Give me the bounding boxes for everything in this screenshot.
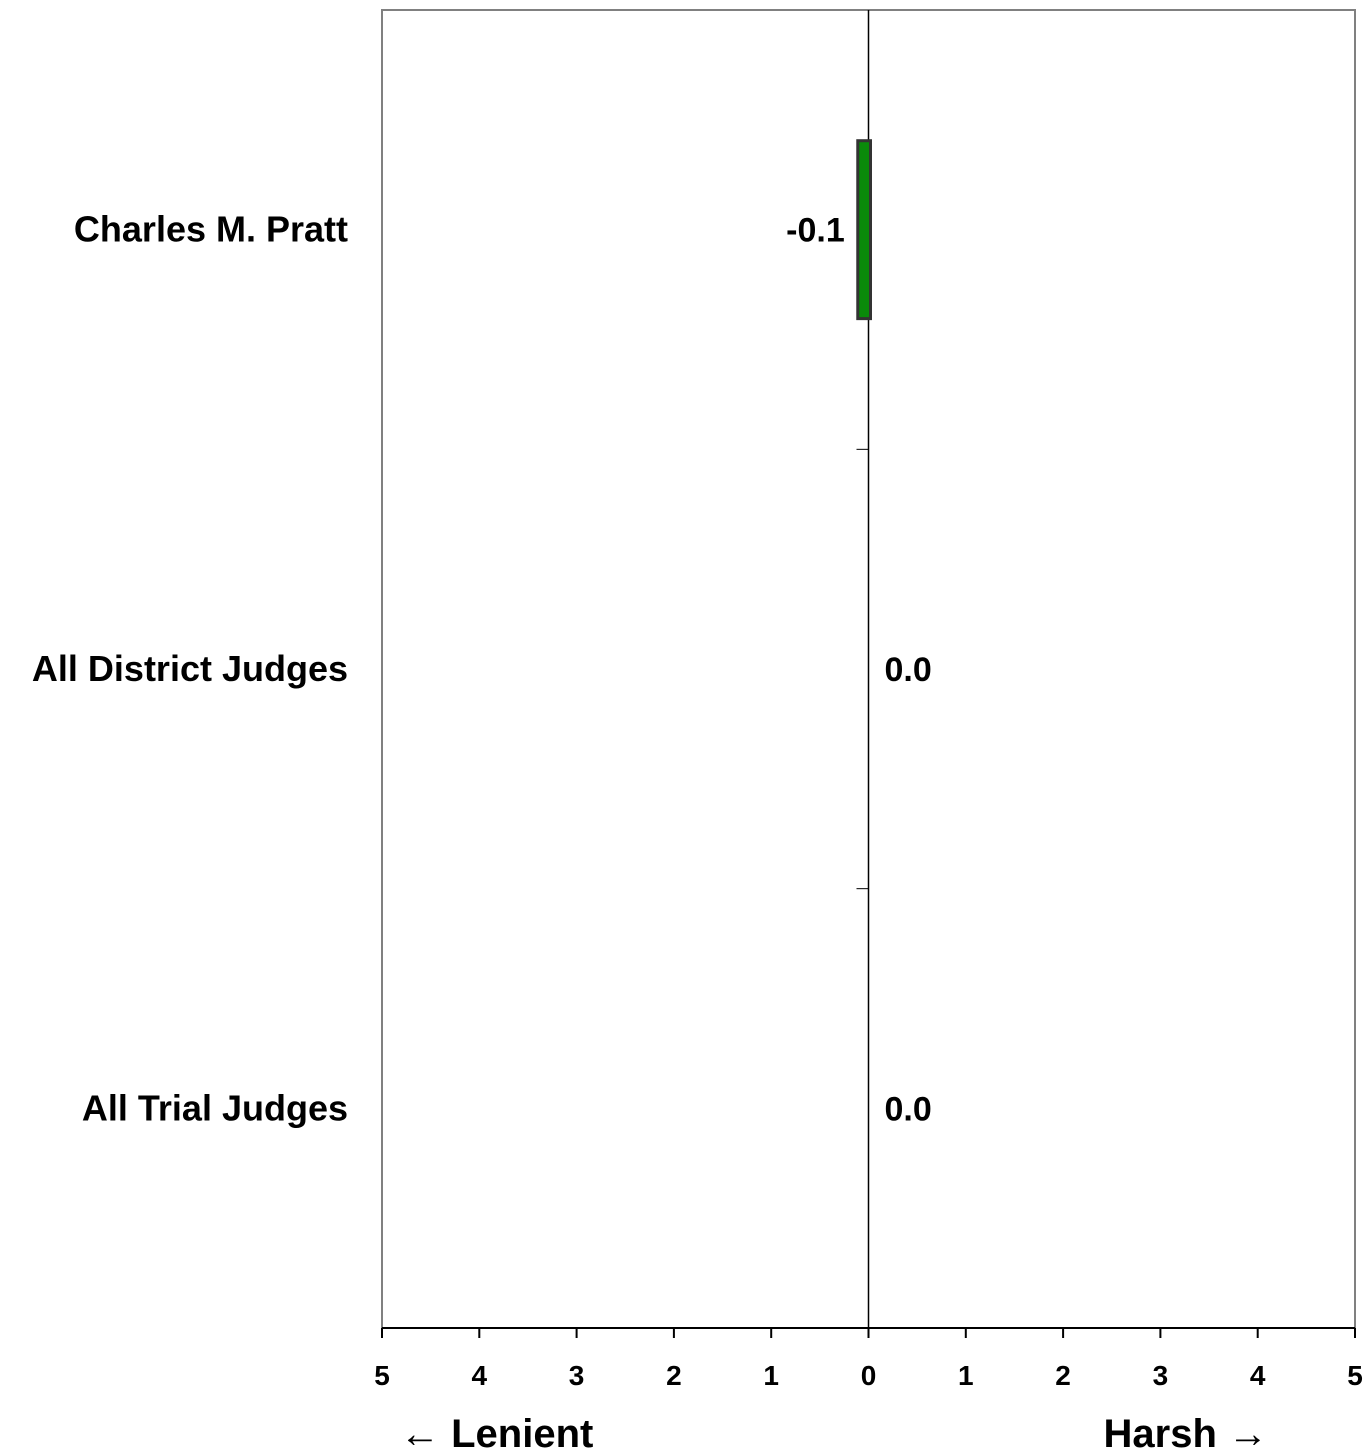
bar: [856, 139, 873, 321]
x-tick-label: 4: [472, 1360, 488, 1391]
harsh-direction-label: Harsh →: [1104, 1412, 1269, 1455]
x-tick-label: 1: [958, 1360, 974, 1391]
x-tick-label: 0: [861, 1360, 877, 1391]
x-tick-label: 3: [569, 1360, 585, 1391]
bar-value-label: -0.1: [786, 212, 845, 250]
bar-value-label: 0.0: [885, 651, 932, 689]
x-tick-label: 3: [1153, 1360, 1169, 1391]
bar-value-label: 0.0: [885, 1090, 932, 1128]
category-label: All Trial Judges: [82, 1087, 348, 1128]
x-tick-label: 1: [763, 1360, 779, 1391]
x-tick-label: 2: [1055, 1360, 1071, 1391]
x-tick-label: 4: [1250, 1360, 1266, 1391]
x-tick-label: 5: [1347, 1360, 1363, 1391]
x-tick-label: 2: [666, 1360, 682, 1391]
category-label: Charles M. Pratt: [74, 209, 348, 250]
x-tick-label: 5: [374, 1360, 390, 1391]
category-label: All District Judges: [32, 648, 348, 689]
lenient-direction-label: ← Lenient: [400, 1412, 593, 1455]
